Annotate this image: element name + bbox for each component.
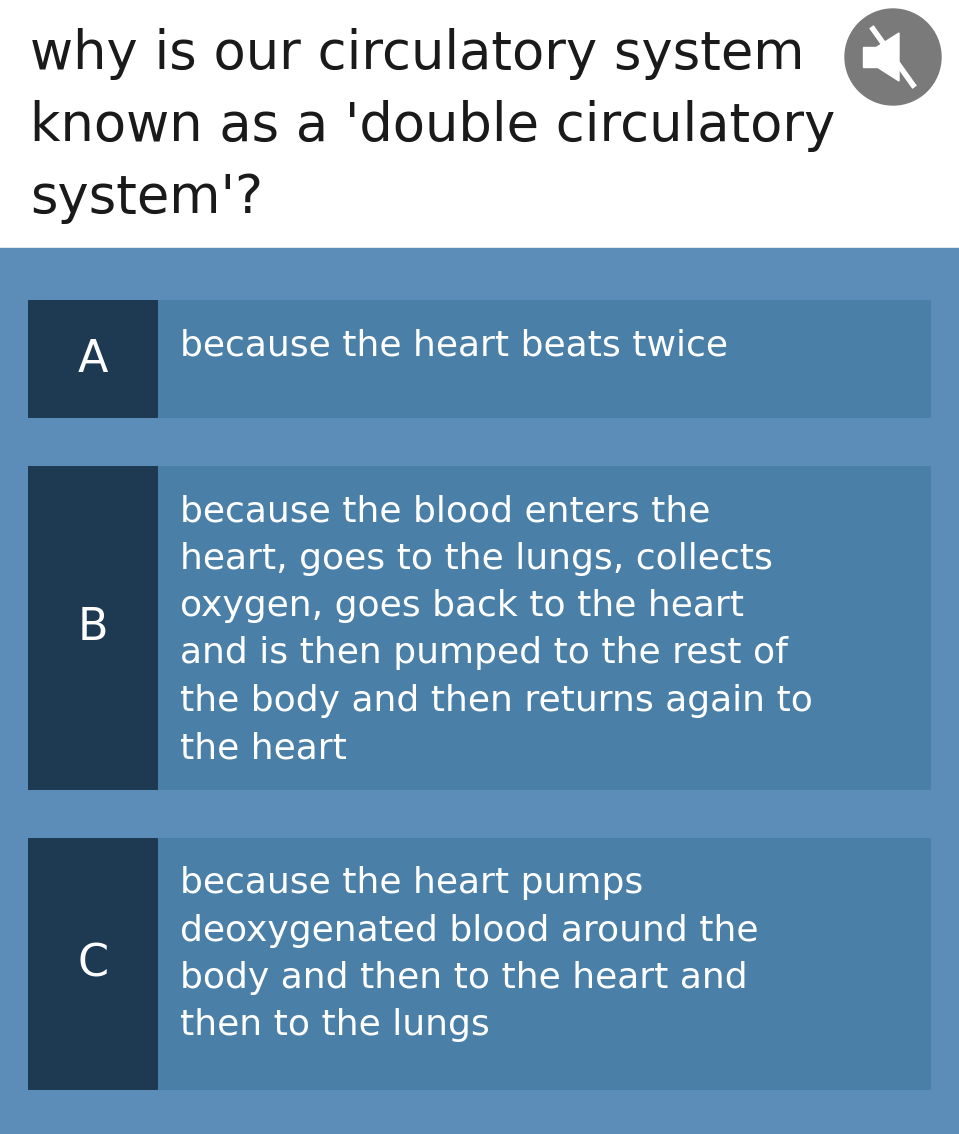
Text: B: B	[78, 607, 108, 650]
Text: because the blood enters the
heart, goes to the lungs, collects
oxygen, goes bac: because the blood enters the heart, goes…	[180, 494, 813, 765]
Bar	[28, 301, 158, 418]
Polygon shape	[877, 33, 899, 81]
Bar	[28, 301, 931, 418]
Bar	[28, 838, 158, 1090]
Bar	[28, 466, 158, 790]
Bar	[863, 46, 877, 67]
Text: system'?: system'?	[30, 172, 263, 225]
Text: C: C	[78, 942, 108, 985]
Text: because the heart beats twice: because the heart beats twice	[180, 328, 728, 362]
Bar	[28, 838, 931, 1090]
Text: because the heart pumps
deoxygenated blood around the
body and then to the heart: because the heart pumps deoxygenated blo…	[180, 866, 759, 1042]
Bar	[0, 0, 959, 248]
Text: known as a 'double circulatory: known as a 'double circulatory	[30, 100, 835, 152]
Bar	[28, 466, 931, 790]
Bar	[0, 248, 959, 1134]
Text: why is our circulatory system: why is our circulatory system	[30, 28, 805, 81]
Circle shape	[845, 9, 941, 105]
Text: A: A	[78, 338, 108, 381]
